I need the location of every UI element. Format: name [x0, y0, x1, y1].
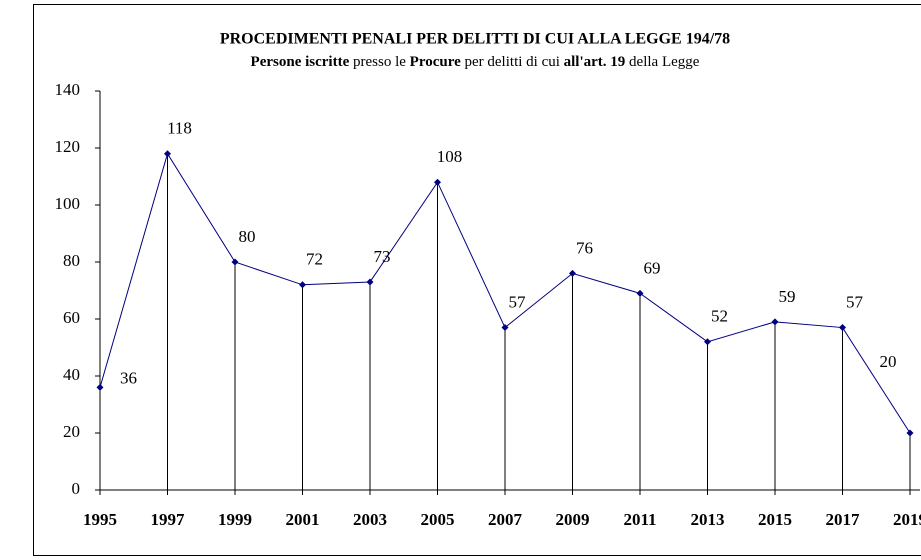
- point: [164, 150, 171, 158]
- value-label: 72: [306, 250, 323, 269]
- point: [96, 383, 104, 391]
- chart-title: PROCEDIMENTI PENALI PER DELITTI DI CUI A…: [220, 31, 730, 48]
- x-tick-label: 2001: [286, 510, 320, 529]
- subtitle-part: per delitti di cui: [465, 54, 560, 70]
- point: [839, 324, 846, 332]
- point: [771, 318, 779, 326]
- value-label: 20: [880, 352, 897, 371]
- value-label: 57: [846, 292, 864, 311]
- x-tick-label: 2013: [691, 510, 725, 529]
- chart-border: [33, 4, 921, 556]
- point: [501, 324, 509, 332]
- y-tick-label: 80: [63, 251, 80, 270]
- subtitle-part: all'art. 19: [564, 54, 626, 70]
- subtitle-part: Procure: [410, 54, 461, 70]
- x-tick-label: 2011: [623, 510, 656, 529]
- point: [299, 281, 306, 289]
- point: [231, 258, 239, 266]
- y-tick-label: 120: [55, 137, 81, 156]
- value-label: 76: [576, 238, 593, 257]
- y-tick-label: 140: [55, 80, 81, 99]
- value-label: 108: [437, 147, 463, 166]
- x-tick-label: 1999: [218, 510, 252, 529]
- value-label: 36: [120, 368, 137, 387]
- x-tick-label: 2009: [556, 510, 590, 529]
- value-label: 57: [509, 292, 527, 311]
- point: [906, 429, 914, 437]
- y-tick-label: 60: [63, 308, 80, 327]
- value-label: 73: [374, 247, 391, 266]
- subtitle-part: presso le: [353, 54, 406, 70]
- y-tick-label: 20: [63, 422, 80, 441]
- x-tick-label: 2019: [893, 510, 921, 529]
- value-label: 59: [779, 287, 796, 306]
- value-label: 118: [167, 119, 192, 138]
- value-label: 80: [239, 227, 256, 246]
- chart-subtitle: Persone iscritte presso le Procure per d…: [251, 54, 700, 70]
- x-tick-label: 2005: [421, 510, 455, 529]
- subtitle-part: Persone iscritte: [251, 54, 350, 70]
- point: [569, 269, 576, 277]
- y-tick-label: 40: [63, 365, 80, 384]
- point: [434, 178, 441, 186]
- x-tick-label: 1995: [83, 510, 117, 529]
- subtitle-part: della Legge: [629, 54, 700, 70]
- y-tick-label: 0: [72, 479, 81, 498]
- point: [366, 278, 374, 286]
- x-tick-label: 2003: [353, 510, 387, 529]
- value-label: 52: [711, 307, 728, 326]
- x-tick-label: 1997: [151, 510, 186, 529]
- x-tick-label: 2015: [758, 510, 792, 529]
- y-tick-label: 100: [55, 194, 81, 213]
- value-label: 69: [644, 258, 661, 277]
- x-tick-label: 2017: [826, 510, 861, 529]
- x-tick-label: 2007: [488, 510, 523, 529]
- point: [636, 289, 644, 297]
- point: [704, 338, 711, 346]
